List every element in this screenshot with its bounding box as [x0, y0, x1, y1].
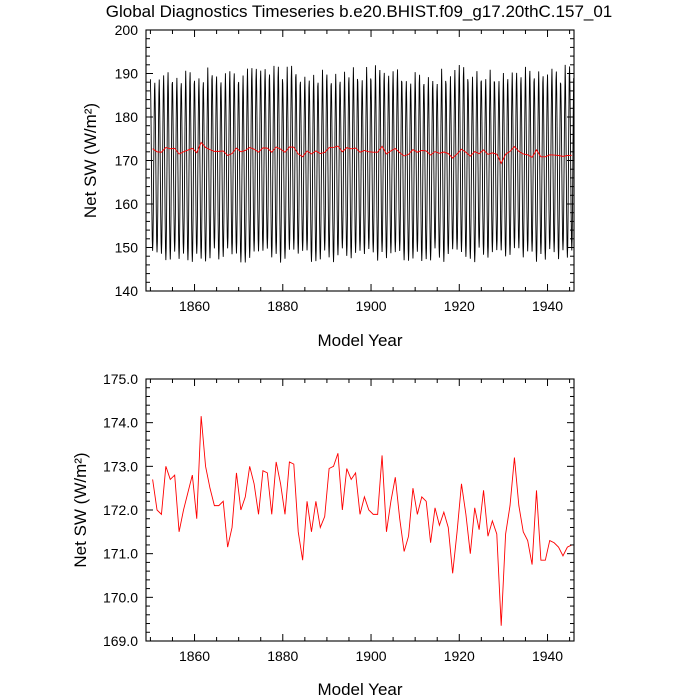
x-tick-label: 1940 [532, 648, 563, 664]
y-tick-label: 171.0 [103, 546, 138, 562]
y-axis-label: Net SW (W/m²) [81, 103, 100, 218]
x-tick-label: 1880 [267, 648, 298, 664]
y-tick-label: 200 [115, 22, 139, 38]
x-tick-label: 1900 [355, 298, 386, 314]
y-tick-label: 150 [115, 240, 139, 256]
y-tick-label: 180 [115, 109, 139, 125]
x-tick-label: 1920 [444, 298, 475, 314]
x-tick-label: 1860 [179, 298, 210, 314]
x-tick-label: 1920 [444, 648, 475, 664]
annual-mean-series-line [152, 141, 572, 165]
y-tick-label: 173.0 [103, 458, 138, 474]
chart-title: Global Diagnostics Timeseries b.e20.BHIS… [106, 2, 613, 21]
x-tick-label: 1880 [267, 298, 298, 314]
y-axis-label: Net SW (W/m²) [71, 452, 90, 567]
y-tick-label: 140 [115, 283, 139, 299]
y-tick-label: 160 [115, 196, 139, 212]
x-axis-label: Model Year [317, 331, 402, 350]
y-tick-label: 175.0 [103, 371, 138, 387]
x-tick-label: 1900 [355, 648, 386, 664]
y-tick-label: 170.0 [103, 589, 138, 605]
x-tick-label: 1860 [179, 648, 210, 664]
x-axis-label: Model Year [317, 680, 402, 699]
y-tick-label: 170 [115, 153, 139, 169]
y-tick-label: 172.0 [103, 502, 138, 518]
monthly-series-line [149, 64, 574, 263]
plot-area [152, 416, 572, 626]
y-tick-label: 190 [115, 66, 139, 82]
plot-area [149, 64, 574, 263]
annual-mean-series-line [152, 416, 572, 626]
x-tick-label: 1940 [532, 298, 563, 314]
bottom-panel-annual-mean-chart: 169.0 170.0 171.0 172.0 173.0 174.0 175.0 1860 1… [71, 371, 575, 699]
plot-frame [145, 378, 575, 642]
top-panel-monthly-chart: 140 150 160 170 180 190 200 1860 1880 1900 1920 194… [81, 22, 575, 350]
y-tick-label: 174.0 [103, 415, 138, 431]
y-tick-label: 169.0 [103, 633, 138, 649]
